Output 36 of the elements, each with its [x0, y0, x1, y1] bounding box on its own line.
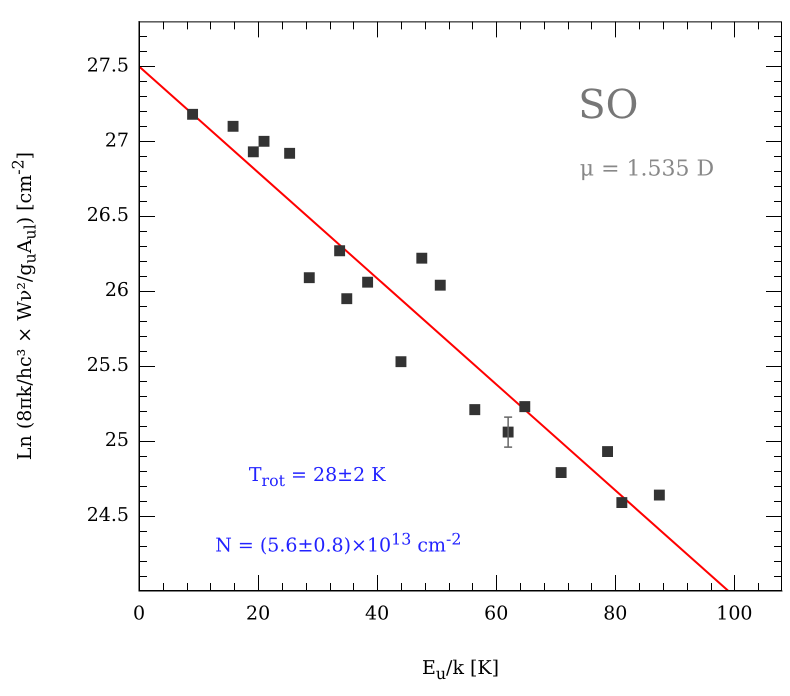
point	[228, 120, 239, 132]
x-axis-title: E$_{u}$/k [K]	[422, 657, 500, 683]
point	[519, 401, 530, 412]
point	[556, 467, 567, 478]
point	[602, 446, 614, 458]
x-tick-label: 100	[716, 602, 753, 624]
y-tick-label: 27	[104, 129, 129, 152]
x-tick-label: 80	[603, 602, 628, 624]
point	[416, 252, 428, 264]
y-tick-label: 26	[104, 279, 129, 302]
y-tick-label: 25	[104, 429, 129, 452]
point	[248, 146, 259, 158]
x-tick-label: 40	[365, 602, 390, 624]
point	[341, 293, 352, 304]
point	[434, 280, 446, 291]
point	[334, 245, 346, 256]
x-tick-label: 60	[484, 602, 508, 624]
x-tick-label: 20	[246, 602, 270, 624]
annotation: μ = 1.535 D	[580, 156, 714, 182]
point	[362, 276, 374, 288]
point	[258, 136, 270, 147]
point	[396, 356, 406, 368]
annotation: SO	[578, 82, 638, 128]
point	[469, 404, 480, 416]
annotation: T$_{rot}$ = 28±2 K	[248, 464, 386, 490]
y-tick-label: 27.5	[86, 54, 129, 76]
point	[304, 272, 315, 284]
y-tick-label: 25.5	[86, 354, 129, 376]
y-tick-label: 26.5	[86, 204, 129, 226]
y-tick-label: 24.5	[86, 504, 129, 526]
point	[187, 108, 198, 120]
point	[616, 497, 628, 508]
x-tick-label: 0	[132, 602, 146, 624]
point	[284, 148, 296, 159]
point	[654, 490, 665, 501]
annotation: N = (5.6±0.8)×10$^{13}$ cm$^{-2}$	[215, 528, 462, 556]
